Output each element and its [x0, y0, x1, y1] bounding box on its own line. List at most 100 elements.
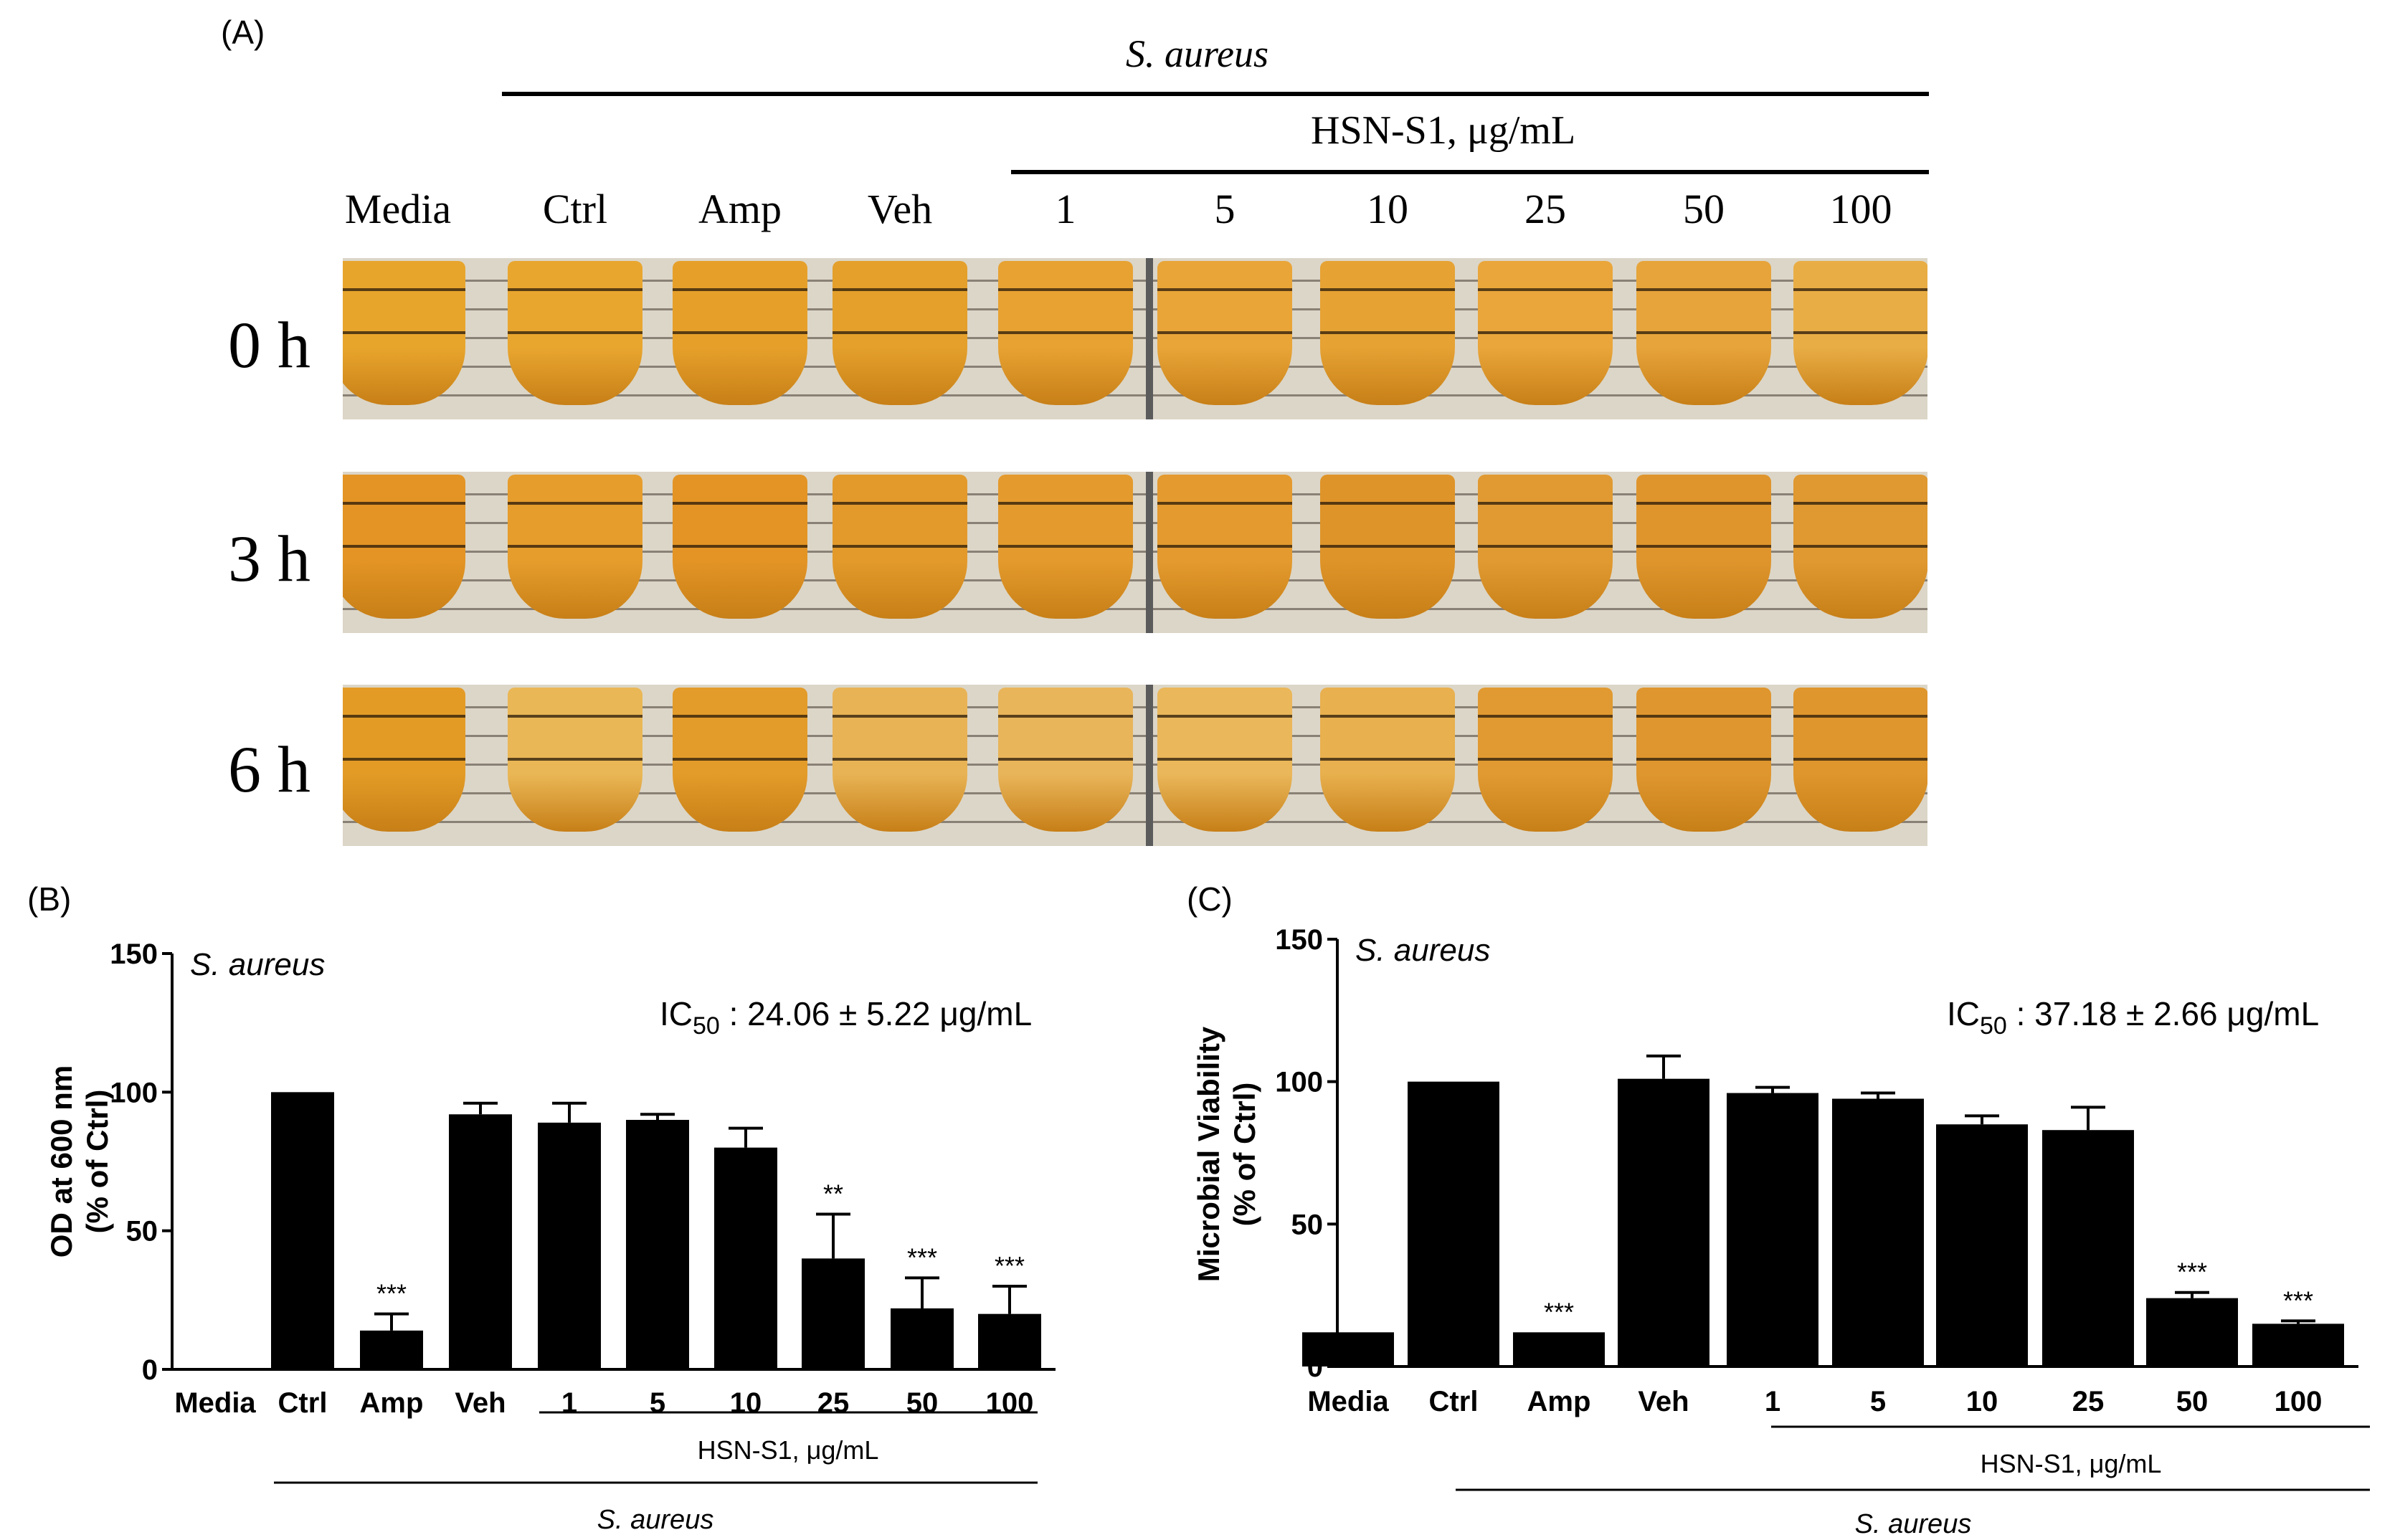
- significance-mark: ***: [995, 1251, 1025, 1280]
- tube-band: [1157, 758, 1292, 761]
- tube-band: [343, 331, 465, 334]
- tube-band: [673, 715, 807, 718]
- tube-band: [1636, 502, 1771, 505]
- tube-band: [833, 331, 967, 334]
- bar-5: [1832, 1098, 1924, 1366]
- bar-Ctrl: [271, 1092, 334, 1369]
- rack-wire: [343, 821, 1927, 823]
- bar-1: [1727, 1093, 1818, 1366]
- x-tick-label-50: 50: [2176, 1386, 2209, 1417]
- culture-tube: [1793, 261, 1927, 405]
- organism-label: S. aureus: [597, 1505, 714, 1535]
- culture-tube: [998, 261, 1133, 405]
- tube-band: [673, 502, 807, 505]
- tube-band: [673, 758, 807, 761]
- y-tick-label: 150: [1275, 924, 1323, 956]
- rack-wire: [343, 579, 1927, 581]
- x-tick-label-Amp: Amp: [360, 1387, 424, 1419]
- tube-band: [1157, 545, 1292, 548]
- y-tick-label: 0: [142, 1354, 158, 1386]
- tube-band: [343, 502, 465, 505]
- tube-band: [998, 288, 1133, 291]
- culture-tube: [508, 261, 642, 405]
- culture-tube: [673, 261, 807, 405]
- rack-wire: [343, 551, 1927, 553]
- tube-band: [1793, 758, 1927, 761]
- bar-Ctrl: [1408, 1081, 1499, 1366]
- bar-10: [714, 1147, 777, 1369]
- y-tick-label: 150: [110, 938, 158, 970]
- tube-band: [508, 545, 642, 548]
- column-label-25: 25: [1524, 186, 1566, 232]
- x-tick-label-Media: Media: [1307, 1386, 1389, 1417]
- tube-band: [1478, 502, 1613, 505]
- tube-band: [508, 715, 642, 718]
- inset-title: S. aureus: [1355, 933, 1490, 968]
- culture-tube: [1793, 475, 1927, 619]
- tube-band: [833, 288, 967, 291]
- tube-band: [508, 758, 642, 761]
- x-tick-label-Media: Media: [174, 1387, 256, 1419]
- culture-tube: [343, 261, 465, 405]
- x-tick-label-5: 5: [1870, 1386, 1886, 1417]
- significance-mark: ***: [376, 1279, 407, 1308]
- culture-tube: [833, 688, 967, 832]
- y-tick-label: 50: [1291, 1209, 1324, 1240]
- y-tick-label: 50: [126, 1216, 158, 1247]
- tube-band: [1478, 715, 1613, 718]
- panel-a-label: (A): [221, 14, 265, 51]
- culture-tube: [343, 475, 465, 619]
- x-tick-label-Ctrl: Ctrl: [278, 1387, 328, 1419]
- tube-band: [1157, 715, 1292, 718]
- tube-band: [833, 758, 967, 761]
- tube-band: [833, 545, 967, 548]
- tube-band: [1636, 545, 1771, 548]
- bar-Media: [1302, 1332, 1394, 1366]
- treatment-label: HSN-S1, μg/mL: [698, 1435, 879, 1465]
- y-axis-label-line1: Microbial Viability: [1192, 1026, 1225, 1282]
- tube-band: [508, 502, 642, 505]
- tube-band: [1320, 758, 1455, 761]
- y-axis-label-line2: (% of Ctrl): [80, 1090, 114, 1234]
- y-tick-label: 100: [1275, 1067, 1323, 1098]
- culture-tube: [1478, 688, 1613, 832]
- x-tick-label-Ctrl: Ctrl: [1429, 1386, 1479, 1417]
- tube-band: [1636, 715, 1771, 718]
- tube-band: [673, 288, 807, 291]
- row-label-0: 0 h: [228, 308, 310, 381]
- tube-band: [998, 502, 1133, 505]
- row-label-1: 3 h: [228, 522, 310, 595]
- tube-band: [1793, 545, 1927, 548]
- tube-band: [343, 715, 465, 718]
- rack-wire: [343, 493, 1927, 495]
- bar-Amp: [360, 1330, 423, 1369]
- bar-5: [626, 1120, 689, 1369]
- rack-divider: [1146, 685, 1153, 846]
- tube-band: [833, 715, 967, 718]
- tube-band: [998, 758, 1133, 761]
- tube-band: [508, 288, 642, 291]
- ic50-annotation: IC50 : 37.18 ± 2.66 μg/mL: [1947, 995, 2319, 1040]
- panel-a-treatment-label: HSN-S1, μg/mL: [1311, 108, 1576, 153]
- tube-band: [1320, 288, 1455, 291]
- tube-band: [1478, 288, 1613, 291]
- tube-band: [1478, 545, 1613, 548]
- significance-mark: ***: [2177, 1258, 2207, 1287]
- column-label-Veh: Veh: [867, 186, 933, 232]
- tube-band: [1636, 331, 1771, 334]
- tube-band: [1157, 331, 1292, 334]
- rack-wire: [343, 608, 1927, 610]
- tube-band: [673, 545, 807, 548]
- tube-band: [998, 331, 1133, 334]
- tube-photo-row: [343, 258, 1927, 419]
- column-label-1: 1: [1055, 186, 1076, 232]
- bar-10: [1936, 1124, 2028, 1366]
- x-tick-label-25: 25: [2072, 1386, 2105, 1417]
- column-label-50: 50: [1683, 186, 1725, 232]
- column-label-Media: Media: [344, 186, 452, 232]
- column-label-Amp: Amp: [698, 186, 782, 232]
- bar-1: [538, 1122, 601, 1369]
- organism-label: S. aureus: [1855, 1509, 1972, 1539]
- tube-band: [1320, 502, 1455, 505]
